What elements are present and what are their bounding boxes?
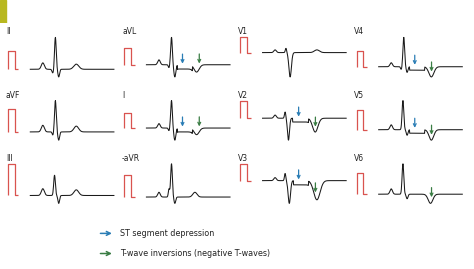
Text: ST segment depression: ST segment depression <box>120 229 215 238</box>
Text: NSTEMI: NSTEMI <box>9 7 50 17</box>
Text: V1: V1 <box>238 27 248 37</box>
Text: aVF: aVF <box>6 91 20 100</box>
Text: T-wave inversions (negative T-waves): T-wave inversions (negative T-waves) <box>120 249 271 258</box>
Text: V4: V4 <box>354 27 365 37</box>
Text: V6: V6 <box>354 154 365 163</box>
Text: V5: V5 <box>354 91 365 100</box>
Text: I: I <box>122 91 124 100</box>
Bar <box>0 0 6 23</box>
Text: V2: V2 <box>238 91 248 100</box>
Text: V3: V3 <box>238 154 248 163</box>
Text: III: III <box>6 154 13 163</box>
Text: aVL: aVL <box>122 27 137 37</box>
Text: II: II <box>6 27 10 37</box>
Text: -aVR: -aVR <box>122 154 140 163</box>
